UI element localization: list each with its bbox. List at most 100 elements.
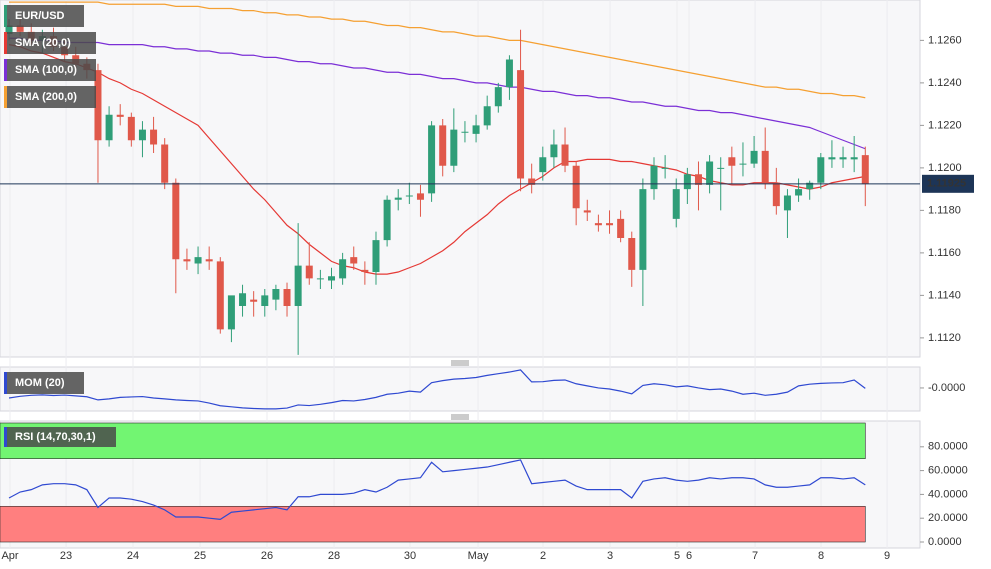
candle-body (783, 195, 791, 211)
legend-box (4, 5, 84, 27)
candle-body (16, 25, 24, 32)
y-tick-label: 1.1120 (928, 332, 961, 344)
candle-body (250, 299, 258, 302)
legend-box (4, 32, 96, 54)
x-tick-label: 8 (818, 550, 824, 562)
candle-body (383, 199, 391, 241)
candle-body (150, 129, 158, 145)
x-tick-label: 25 (194, 550, 206, 562)
candle-body (617, 218, 625, 238)
candle-body (628, 238, 636, 270)
legend-swatch (4, 427, 7, 447)
candle-body (350, 257, 358, 264)
candle-body (138, 129, 146, 141)
y-tick-label: 1.1260 (928, 34, 962, 46)
candle-body (850, 157, 858, 160)
candle-body (828, 157, 836, 160)
candle-body (227, 295, 235, 330)
x-tick-label: May (468, 550, 489, 562)
candle-body (272, 289, 280, 300)
candle-body (739, 163, 747, 165)
oversold-band (0, 505, 866, 543)
candle-body (672, 189, 680, 219)
candle-body (105, 114, 113, 141)
candle-body (461, 131, 469, 133)
legend-swatch (4, 59, 7, 81)
candle-body (261, 295, 269, 306)
y-tick-label: 80.0000 (928, 441, 968, 453)
candle-body (606, 223, 614, 226)
candle-body (194, 257, 202, 264)
y-tick-label: 1.1180 (928, 204, 961, 216)
y-tick-label: 60.0000 (928, 465, 968, 477)
candle-body (361, 269, 369, 272)
indicator-line (8, 459, 866, 521)
legend-label: RSI (14,70,30,1) (15, 431, 96, 443)
y-tick-label: -0.0000 (928, 382, 965, 394)
legend-label: SMA (100,0) (15, 64, 77, 76)
legend-swatch (4, 32, 7, 54)
y-tick-label: 1.1140 (928, 289, 961, 301)
candle-body (316, 278, 324, 280)
y-tick-label: 0.0000 (928, 536, 962, 548)
indicator-line (8, 369, 866, 410)
x-tick-label: 6 (686, 550, 692, 562)
candle-body (283, 289, 291, 306)
x-tick-label: Apr (1, 550, 18, 562)
candle-body (750, 150, 758, 164)
legend-box (4, 59, 96, 81)
candle-body (505, 59, 513, 88)
candle-body (428, 125, 436, 194)
y-tick-label: 40.0000 (928, 488, 968, 500)
y-tick-label: 1.1160 (928, 247, 961, 259)
legend-swatch (4, 372, 7, 394)
candle-body (439, 125, 447, 166)
candle-body (339, 259, 347, 279)
candle-body (483, 106, 491, 126)
candle-body (772, 182, 780, 207)
candle-body (661, 167, 669, 169)
candle-body (205, 259, 213, 262)
candle-body (328, 276, 336, 281)
candle-body (528, 178, 536, 185)
legend-label: SMA (200,0) (15, 91, 77, 103)
x-tick-label: 5 (674, 550, 680, 562)
candle-body (416, 193, 424, 200)
candle-body (161, 144, 169, 183)
candle-body (728, 157, 736, 166)
candle-body (550, 144, 558, 158)
y-tick-label: 1.1200 (928, 162, 962, 174)
candle-body (450, 129, 458, 166)
candle-body (583, 210, 591, 213)
candle-body (817, 157, 825, 183)
legend-box (4, 86, 96, 108)
candle-body (761, 150, 769, 183)
resize-handle[interactable] (451, 414, 469, 420)
sma-line (9, 37, 866, 150)
candle-body (183, 259, 191, 262)
sma-line (9, 1, 866, 99)
candle-body (405, 195, 413, 197)
x-tick-label: 28 (328, 550, 340, 562)
candle-body (116, 114, 124, 117)
candle-body (839, 157, 847, 160)
candle-body (717, 167, 725, 169)
x-tick-label: 30 (404, 550, 416, 562)
candle-body (294, 265, 302, 306)
candle-body (94, 70, 102, 141)
legend-label: SMA (20,0) (15, 37, 71, 49)
x-tick-label: 2 (540, 550, 546, 562)
x-tick-label: 3 (607, 550, 613, 562)
candle-body (561, 144, 569, 166)
sma-line (8, 44, 866, 275)
candle-body (239, 293, 247, 306)
x-tick-label: 23 (60, 550, 72, 562)
candle-body (127, 116, 135, 141)
candle-body (572, 165, 580, 209)
y-tick-label: 20.0000 (928, 512, 968, 524)
resize-handle[interactable] (451, 360, 469, 366)
candle-body (594, 223, 602, 226)
candle-body (172, 182, 180, 260)
